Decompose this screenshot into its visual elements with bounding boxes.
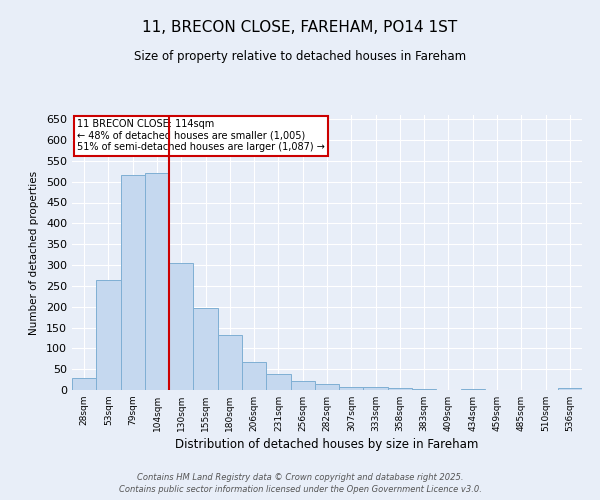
Bar xyxy=(193,308,218,390)
Bar xyxy=(121,176,145,390)
X-axis label: Distribution of detached houses by size in Fareham: Distribution of detached houses by size … xyxy=(175,438,479,451)
Bar xyxy=(96,280,121,390)
Bar xyxy=(290,381,315,390)
Bar xyxy=(315,384,339,390)
Text: Contains HM Land Registry data © Crown copyright and database right 2025.: Contains HM Land Registry data © Crown c… xyxy=(137,473,463,482)
Bar xyxy=(242,362,266,390)
Text: Contains public sector information licensed under the Open Government Licence v3: Contains public sector information licen… xyxy=(119,486,481,494)
Y-axis label: Number of detached properties: Number of detached properties xyxy=(29,170,39,334)
Bar xyxy=(412,389,436,390)
Bar xyxy=(339,386,364,390)
Bar xyxy=(388,388,412,390)
Text: Size of property relative to detached houses in Fareham: Size of property relative to detached ho… xyxy=(134,50,466,63)
Bar xyxy=(266,374,290,390)
Bar xyxy=(169,263,193,390)
Bar xyxy=(72,378,96,390)
Text: 11 BRECON CLOSE: 114sqm
← 48% of detached houses are smaller (1,005)
51% of semi: 11 BRECON CLOSE: 114sqm ← 48% of detache… xyxy=(77,119,325,152)
Text: 11, BRECON CLOSE, FAREHAM, PO14 1ST: 11, BRECON CLOSE, FAREHAM, PO14 1ST xyxy=(142,20,458,35)
Bar xyxy=(558,388,582,390)
Bar xyxy=(145,174,169,390)
Bar xyxy=(364,387,388,390)
Bar xyxy=(218,334,242,390)
Bar xyxy=(461,389,485,390)
